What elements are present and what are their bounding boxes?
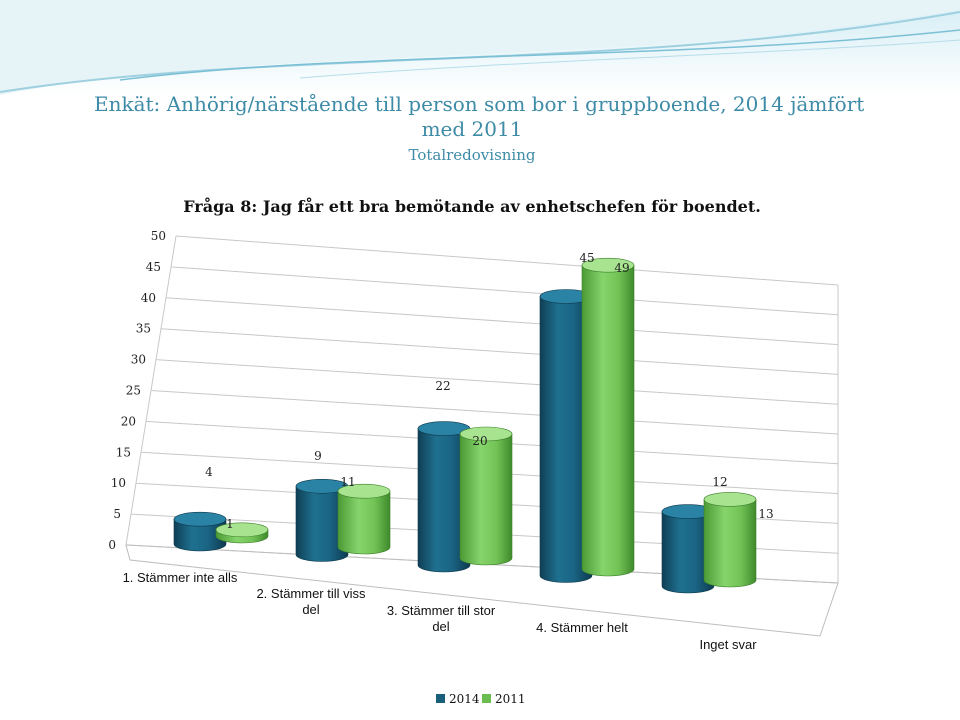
gridline — [155, 359, 839, 405]
page-subtitle: Totalredovisning — [408, 146, 535, 164]
page-title-line1: Enkät: Anhörig/närstående till person so… — [94, 92, 864, 116]
category-label-5: Inget svar — [699, 637, 757, 652]
bar-body — [337, 490, 391, 555]
data-label-2011-1: 1 — [226, 517, 234, 531]
bar-2011-5 — [703, 492, 757, 588]
bar-2011-2 — [337, 483, 391, 555]
data-labels: 4 11 22 45 12 1 9 20 49 13 — [205, 251, 773, 531]
legend-swatch-2011 — [482, 694, 491, 703]
data-label-2014-4: 45 — [579, 251, 594, 265]
bar-top — [173, 511, 227, 527]
bar-2011-4 — [581, 257, 635, 577]
gridline — [160, 328, 839, 375]
gridline — [150, 390, 839, 435]
y-axis-tick-labels: 0 5 10 15 20 25 30 35 40 45 50 — [108, 229, 166, 552]
category-label-1: 1. Stämmer inte alls — [123, 570, 238, 585]
bar-body — [295, 486, 349, 562]
bar-body — [539, 296, 593, 583]
y-tick-label: 40 — [141, 291, 156, 305]
y-tick-label: 50 — [151, 229, 166, 243]
bar-top — [215, 522, 269, 538]
bar-top — [581, 257, 635, 273]
header-swoosh — [0, 0, 960, 95]
x-axis-category-labels: 1. Stämmer inte alls 2. Stämmer till viss… — [123, 570, 758, 652]
chart-legend: 2014 2011 — [436, 692, 526, 706]
page-title-line2: med 2011 — [422, 117, 523, 141]
y-tick-label: 45 — [146, 260, 161, 274]
category-label-3: 3. Stämmer till stor del — [387, 603, 496, 634]
y-tick-label: 10 — [111, 476, 126, 490]
legend-label-2011: 2011 — [495, 692, 526, 706]
chart-title: Fråga 8: Jag får ett bra bemötande av en… — [183, 196, 761, 216]
gridline — [175, 235, 839, 286]
gridline — [170, 266, 839, 316]
data-label-2014-2: 11 — [340, 475, 355, 489]
y-tick-label: 0 — [108, 538, 116, 552]
chart-bars — [173, 257, 757, 594]
gridline — [165, 297, 839, 346]
bar-2014-2 — [295, 478, 349, 562]
data-label-2011-2: 9 — [314, 449, 322, 463]
y-tick-label: 20 — [121, 414, 136, 428]
bar-body — [173, 518, 227, 552]
y-tick-label: 35 — [136, 322, 151, 336]
bar-body — [581, 264, 635, 577]
legend-swatch-2014 — [436, 694, 445, 703]
legend-label-2014: 2014 — [449, 692, 480, 706]
bar-2014-4 — [539, 289, 593, 583]
y-tick-label: 30 — [131, 353, 146, 367]
y-tick-label: 15 — [116, 445, 131, 459]
bar-top — [703, 492, 757, 507]
y-tick-label: 25 — [126, 384, 141, 398]
data-label-2014-3: 22 — [435, 379, 450, 393]
bar-2011-3 — [459, 426, 513, 566]
bar-2014-3 — [417, 421, 471, 573]
category-label-2: 2. Stämmer till viss del — [256, 586, 366, 617]
data-label-2011-3: 20 — [472, 434, 487, 448]
category-label-4: 4. Stämmer helt — [536, 620, 628, 635]
bar-top — [337, 483, 391, 499]
back-wall-edge — [125, 235, 177, 546]
bar-body — [661, 511, 715, 594]
data-label-2011-5: 13 — [758, 507, 773, 521]
bar-top — [459, 426, 513, 442]
bar-2011-1 — [215, 522, 269, 544]
bar-2014-1 — [173, 511, 227, 552]
data-label-2011-4: 49 — [614, 261, 629, 275]
bar-body — [703, 499, 757, 588]
data-label-2014-1: 4 — [205, 465, 213, 479]
bar-body — [417, 428, 471, 573]
bar-body — [459, 433, 513, 566]
data-label-2014-5: 12 — [712, 475, 727, 489]
y-tick-label: 5 — [113, 507, 121, 521]
